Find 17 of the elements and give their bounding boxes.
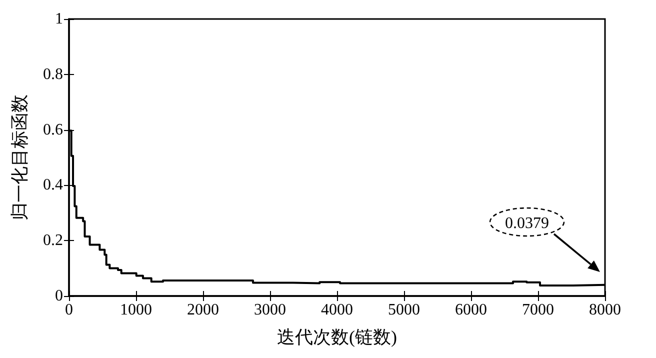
x-tick-label: 1000	[120, 302, 152, 318]
x-tick-label: 8000	[589, 302, 621, 318]
x-tick-label: 2000	[187, 302, 219, 318]
x-axis-title: 迭代次数(链数)	[277, 327, 397, 347]
y-axis-title: 归一化目标函数	[10, 94, 30, 220]
y-tick-label: 0.4	[43, 176, 63, 194]
x-tick-label: 4000	[321, 302, 353, 318]
x-tick-label: 6000	[455, 302, 487, 318]
x-tick-label: 3000	[254, 302, 286, 318]
x-tick-label: 7000	[522, 302, 554, 318]
y-tick-label: 0.6	[43, 121, 63, 138]
y-tick-label: 0	[55, 288, 63, 304]
annotation: 0.0379	[505, 215, 549, 232]
y-tick-label: 1	[55, 10, 63, 28]
x-tick-label: 5000	[388, 302, 420, 318]
y-tick-label: 0.8	[43, 66, 63, 83]
y-tick-label: 0.2	[43, 232, 63, 250]
